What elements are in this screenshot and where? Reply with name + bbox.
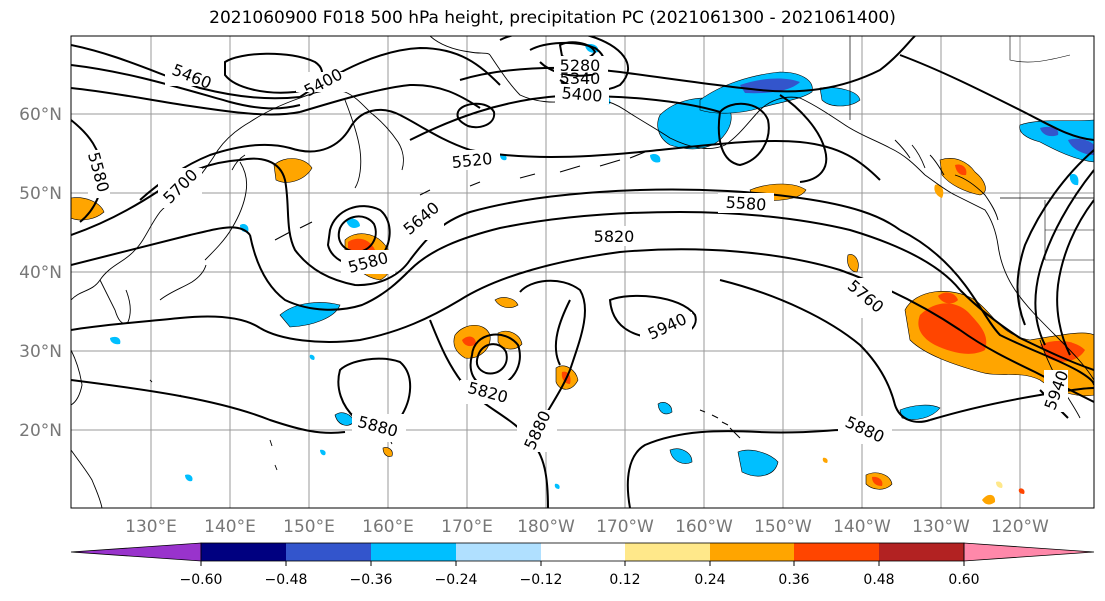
lon-label: 140°E: [204, 517, 256, 537]
colorbar-segment: [70, 542, 202, 562]
colorbar-segment: [710, 543, 794, 561]
lon-label: 130°E: [125, 517, 177, 537]
lat-label: 40°N: [19, 263, 62, 283]
lat-label: 50°N: [19, 184, 62, 204]
colorbar-segment: [456, 543, 541, 561]
lon-label: 130°W: [912, 517, 970, 537]
colorbar-tick-label: −0.36: [350, 572, 393, 588]
colorbar-tick-label: −0.24: [435, 572, 478, 588]
lat-label: 30°N: [19, 342, 62, 362]
precip-negative-shading: [110, 43, 1094, 489]
colorbar-tick-label: −0.12: [520, 572, 563, 588]
contour-label: 5400: [561, 83, 603, 105]
contour-label: 5340: [560, 69, 601, 88]
map-title: 2021060900 F018 500 hPa height, precipit…: [209, 8, 896, 28]
colorbar-tick-label: −0.48: [265, 572, 308, 588]
map-frame: [70, 35, 1095, 509]
lat-label: 60°N: [19, 105, 62, 125]
lon-label: 120°W: [991, 517, 1049, 537]
colorbar-segment: [879, 543, 964, 561]
lon-label: 170°W: [596, 517, 654, 537]
colorbar: −0.60 −0.48 −0.36 −0.24 −0.12 0.12 0.24 …: [70, 542, 1095, 588]
colorbar-tick-label: 0.48: [863, 572, 894, 588]
contour-label: 5280: [560, 56, 601, 75]
contour-label: 5580: [725, 193, 767, 215]
colorbar-tick-label: 0.12: [609, 572, 640, 588]
colorbar-tick-label: −0.60: [180, 572, 223, 588]
colorbar-ticks: [200, 561, 965, 566]
colorbar-segment: [201, 543, 286, 561]
height-contours: [71, 36, 1094, 508]
colorbar-segment: [371, 543, 456, 561]
colorbar-segment: [541, 543, 625, 561]
lon-label: 150°W: [754, 517, 812, 537]
latitude-labels: 60°N 50°N 40°N 30°N 20°N: [19, 105, 62, 441]
colorbar-tick-label: 0.60: [948, 572, 979, 588]
lon-label: 160°W: [675, 517, 733, 537]
lon-label: 180°W: [517, 517, 575, 537]
contour-label: 5520: [451, 149, 493, 172]
colorbar-segment: [794, 543, 879, 561]
colorbar-segment: [625, 543, 710, 561]
contour-label: 5820: [594, 227, 635, 246]
lat-label: 20°N: [19, 421, 62, 441]
contour-labels: 5460 5400 5280 5340 5400 5520 5580 5700 …: [84, 56, 1072, 453]
colorbar-tick-label: 0.24: [694, 572, 725, 588]
colorbar-tick-label: 0.36: [778, 572, 809, 588]
colorbar-segment: [963, 542, 1095, 562]
lon-label: 170°E: [441, 517, 493, 537]
colorbar-frame: [200, 542, 965, 562]
lon-label: 140°W: [833, 517, 891, 537]
lon-label: 150°E: [283, 517, 335, 537]
lon-label: 160°E: [362, 517, 414, 537]
colorbar-segment: [286, 543, 371, 561]
longitude-labels: 130°E 140°E 150°E 160°E 170°E 180°W 170°…: [125, 517, 1049, 537]
